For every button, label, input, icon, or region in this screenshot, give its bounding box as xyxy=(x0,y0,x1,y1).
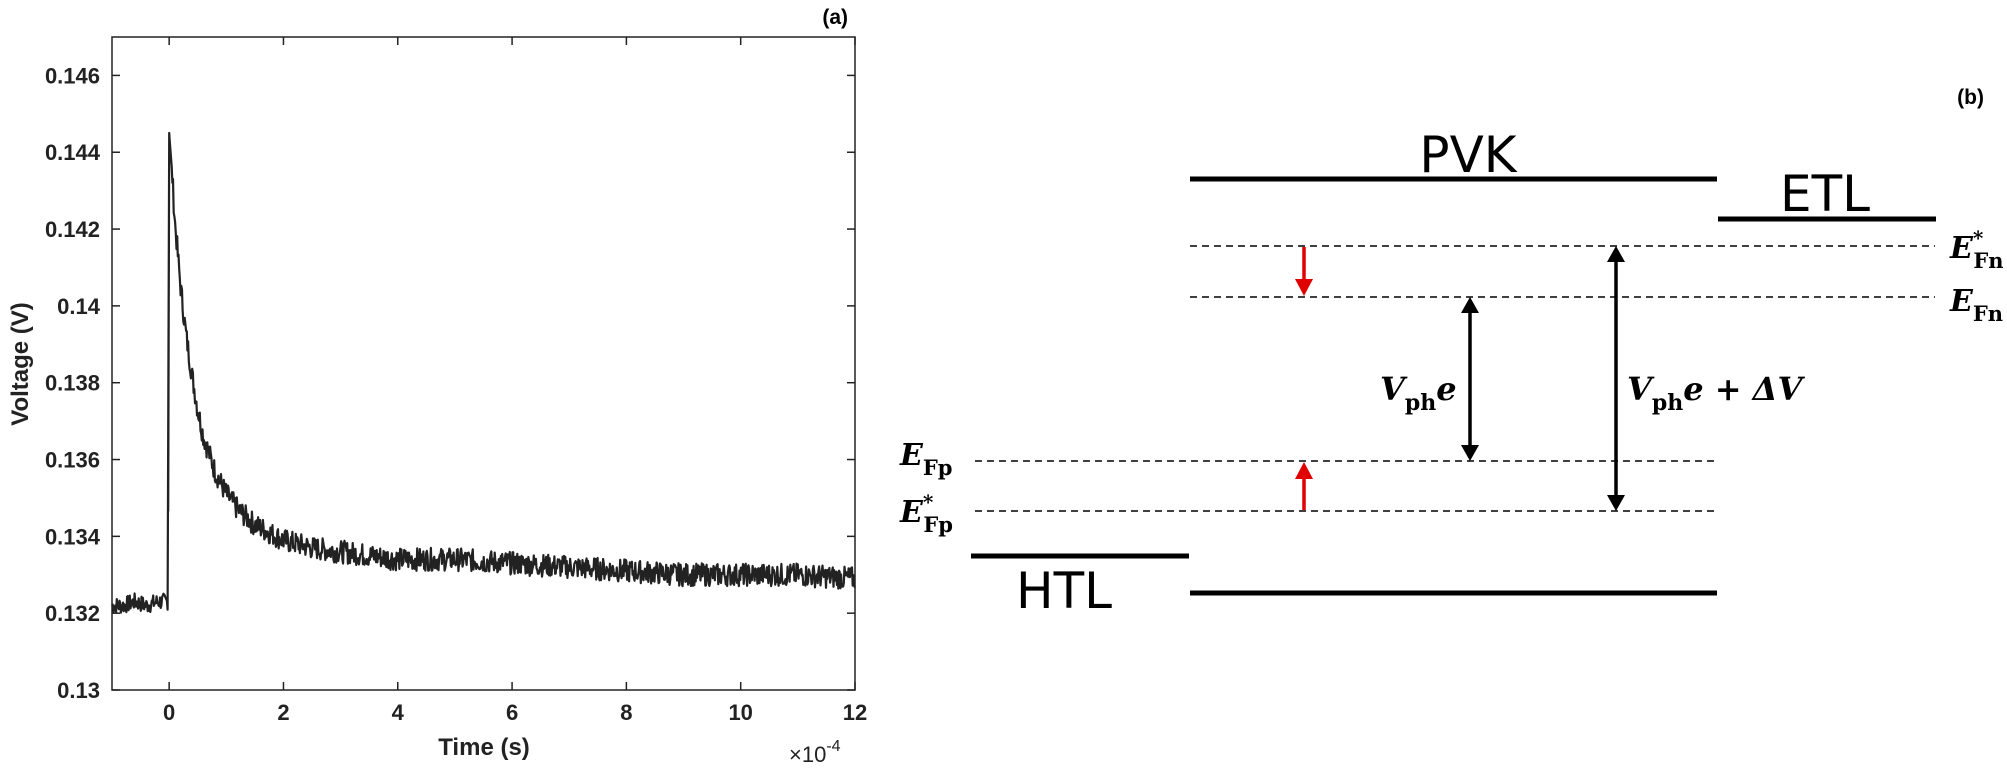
x-multiplier-exponent: -4 xyxy=(826,738,840,755)
x-tick-label: 2 xyxy=(277,700,289,725)
y-axis-label: Voltage (V) xyxy=(7,302,34,426)
y-ticks: 0.13 0.132 0.134 0.136 0.138 0.14 0.142 0.144 0.… xyxy=(45,63,855,703)
red-down-arrow xyxy=(1295,247,1313,296)
efn-label: EFn xyxy=(1949,284,2003,326)
y-tick-label: 0.134 xyxy=(45,524,101,549)
x-multiplier: ×10-4 xyxy=(789,738,841,767)
etl-label: ETL xyxy=(1780,165,1870,223)
x-tick-label: 8 xyxy=(620,700,632,725)
vph-dv-label: Vphe + ΔV xyxy=(1627,370,1806,416)
y-tick-label: 0.14 xyxy=(57,294,101,319)
x-tick-label: 12 xyxy=(843,700,867,725)
voltage-time-chart: 0 2 4 6 8 10 12 0.130.1320.1340.1360.1380.140.… xyxy=(7,6,867,767)
x-axis-label: Time (s) xyxy=(438,734,530,761)
x-ticks: 0 2 4 6 8 10 12 xyxy=(163,37,867,725)
efp-label: EFp xyxy=(899,438,952,480)
y-tick-label: 0.136 xyxy=(45,448,100,473)
vph-dv-double-arrow xyxy=(1607,246,1625,511)
voltage-series-line xyxy=(111,131,856,614)
x-multiplier-base: ×10 xyxy=(789,742,826,767)
vph-label: Vphe xyxy=(1380,370,1457,416)
y-tick-label: 0.146 xyxy=(45,63,100,88)
energy-level-diagram: (b) PVK ETL HTL xyxy=(899,86,2004,620)
panel-b-label: (b) xyxy=(1957,86,1984,109)
y-tick-label: 0.142 xyxy=(45,217,100,242)
x-tick-label: 10 xyxy=(728,700,752,725)
pvk-label: PVK xyxy=(1419,126,1517,184)
x-tick-label: 4 xyxy=(392,700,405,725)
plot-frame xyxy=(111,36,856,691)
y-tick-label: 0.144 xyxy=(45,140,101,165)
htl-label: HTL xyxy=(1016,562,1112,620)
vph-double-arrow xyxy=(1461,297,1479,461)
red-up-arrow xyxy=(1295,462,1313,510)
x-tick-label: 6 xyxy=(506,700,518,725)
y-tick-label: 0.13 xyxy=(57,678,100,703)
x-tick-label: 0 xyxy=(163,700,175,725)
efn-star-label: E* Fn xyxy=(1949,226,2004,273)
panel-a-label: (a) xyxy=(822,6,848,29)
y-tick-label: 0.138 xyxy=(45,371,100,396)
efp-star-label: E* Fp xyxy=(899,490,953,537)
y-tick-label: 0.132 xyxy=(45,601,100,626)
